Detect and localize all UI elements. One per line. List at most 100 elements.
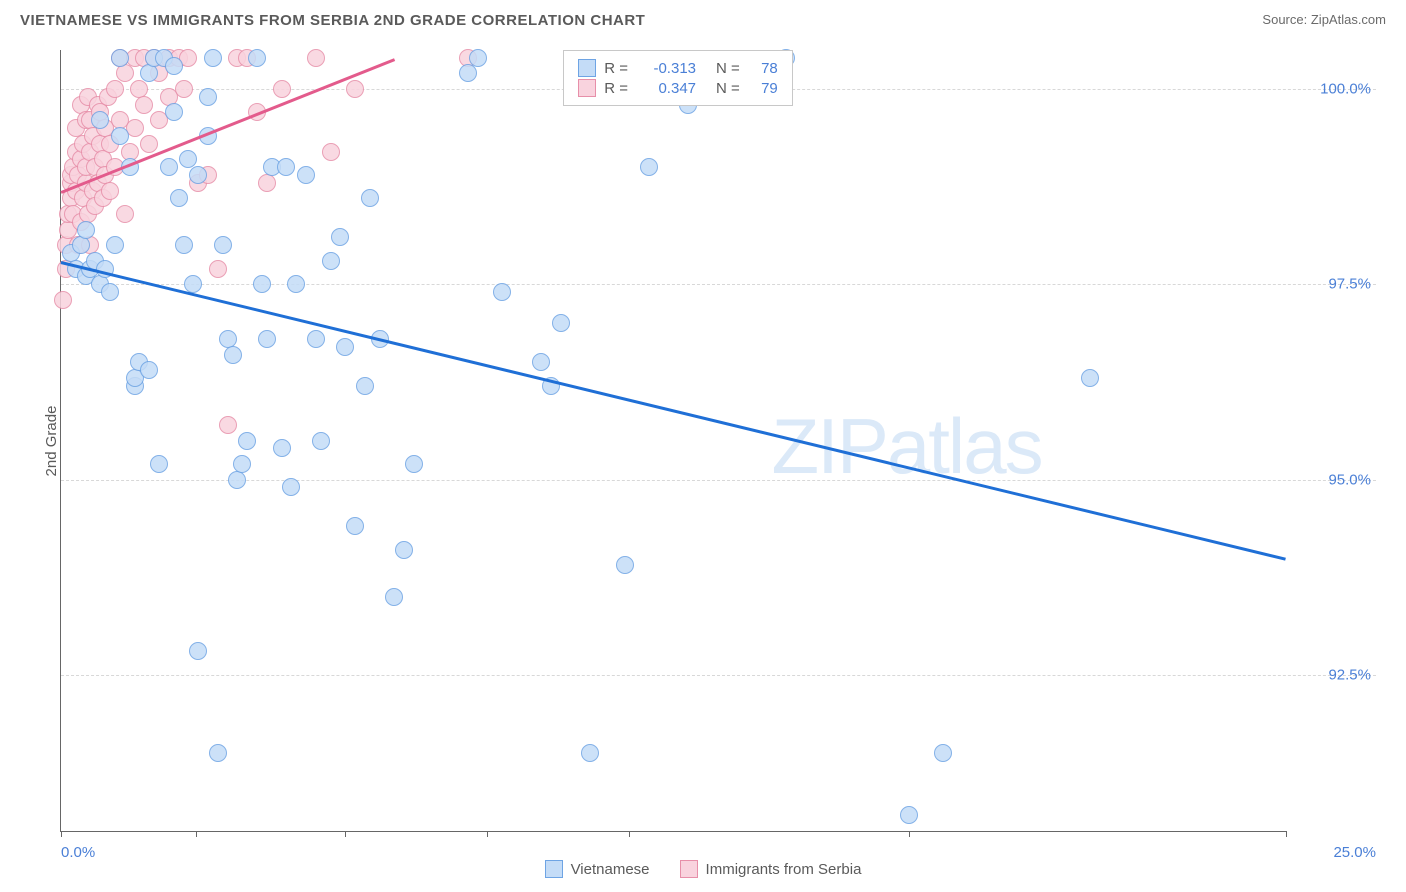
data-point	[189, 166, 207, 184]
header: VIETNAMESE VS IMMIGRANTS FROM SERBIA 2ND…	[0, 0, 1406, 44]
scatter-plot: 92.5%95.0%97.5%100.0%0.0%25.0%ZIPatlasR …	[60, 50, 1286, 832]
data-point	[258, 330, 276, 348]
data-point	[219, 416, 237, 434]
y-tick-label: 95.0%	[1291, 471, 1371, 488]
data-point	[1081, 369, 1099, 387]
legend-item: Immigrants from Serbia	[680, 860, 862, 878]
grid-line	[61, 675, 1376, 676]
data-point	[493, 283, 511, 301]
r-value: -0.313	[636, 60, 696, 77]
data-point	[233, 455, 251, 473]
stats-row: R = 0.347 N = 79	[578, 79, 778, 97]
y-tick-label: 100.0%	[1291, 81, 1371, 98]
chart-title: VIETNAMESE VS IMMIGRANTS FROM SERBIA 2ND…	[20, 12, 645, 29]
data-point	[273, 439, 291, 457]
legend-swatch	[578, 59, 596, 77]
legend-item: Vietnamese	[545, 860, 650, 878]
data-point	[116, 64, 134, 82]
data-point	[214, 236, 232, 254]
legend-swatch	[545, 860, 563, 878]
data-point	[165, 103, 183, 121]
r-label: R =	[604, 80, 628, 97]
data-point	[238, 432, 256, 450]
data-point	[224, 346, 242, 364]
data-point	[258, 174, 276, 192]
data-point	[54, 291, 72, 309]
trend-line	[61, 261, 1287, 560]
data-point	[209, 744, 227, 762]
data-point	[150, 455, 168, 473]
x-tick	[909, 831, 910, 837]
y-tick-label: 97.5%	[1291, 276, 1371, 293]
data-point	[346, 80, 364, 98]
data-point	[165, 57, 183, 75]
legend-bottom: Vietnamese Immigrants from Serbia	[0, 860, 1406, 878]
data-point	[405, 455, 423, 473]
stats-row: R =-0.313N =78	[578, 59, 778, 77]
data-point	[336, 338, 354, 356]
grid-line	[61, 480, 1376, 481]
data-point	[140, 361, 158, 379]
data-point	[312, 432, 330, 450]
x-tick-label: 25.0%	[1296, 844, 1376, 861]
data-point	[459, 64, 477, 82]
data-point	[160, 158, 178, 176]
data-point	[640, 158, 658, 176]
data-point	[228, 471, 246, 489]
stats-legend-box: R = -0.313 N = 78 R = 0.347 N = 79	[563, 50, 793, 106]
data-point	[581, 744, 599, 762]
x-tick	[61, 831, 62, 837]
data-point	[140, 64, 158, 82]
r-value: 0.347	[636, 80, 696, 97]
legend-swatch	[680, 860, 698, 878]
data-point	[282, 478, 300, 496]
data-point	[361, 189, 379, 207]
data-point	[385, 588, 403, 606]
data-point	[248, 49, 266, 67]
data-point	[307, 49, 325, 67]
x-tick	[345, 831, 346, 837]
data-point	[322, 252, 340, 270]
data-point	[111, 49, 129, 67]
data-point	[77, 221, 95, 239]
data-point	[532, 353, 550, 371]
data-point	[72, 236, 90, 254]
data-point	[900, 806, 918, 824]
data-point	[209, 260, 227, 278]
data-point	[175, 80, 193, 98]
source-attribution: Source: ZipAtlas.com	[1262, 12, 1386, 27]
n-value: 78	[748, 60, 778, 77]
data-point	[170, 189, 188, 207]
data-point	[101, 283, 119, 301]
data-point	[204, 49, 222, 67]
data-point	[116, 205, 134, 223]
data-point	[111, 127, 129, 145]
data-point	[273, 80, 291, 98]
data-point	[277, 158, 295, 176]
x-tick-label: 0.0%	[61, 844, 95, 861]
n-value: 79	[748, 80, 778, 97]
n-label: N =	[716, 60, 740, 77]
data-point	[307, 330, 325, 348]
plot-area: 2nd Grade 92.5%95.0%97.5%100.0%0.0%25.0%…	[60, 50, 1376, 832]
data-point	[395, 541, 413, 559]
data-point	[189, 642, 207, 660]
legend-swatch	[578, 79, 596, 97]
x-tick	[196, 831, 197, 837]
data-point	[297, 166, 315, 184]
data-point	[140, 135, 158, 153]
data-point	[287, 275, 305, 293]
data-point	[91, 111, 109, 129]
data-point	[101, 182, 119, 200]
x-tick	[1286, 831, 1287, 837]
data-point	[175, 236, 193, 254]
source-link[interactable]: ZipAtlas.com	[1311, 12, 1386, 27]
data-point	[322, 143, 340, 161]
data-point	[469, 49, 487, 67]
legend-label: Vietnamese	[571, 861, 650, 878]
data-point	[552, 314, 570, 332]
data-point	[199, 88, 217, 106]
y-tick-label: 92.5%	[1291, 666, 1371, 683]
legend-label: Immigrants from Serbia	[706, 861, 862, 878]
n-label: N =	[716, 80, 740, 97]
